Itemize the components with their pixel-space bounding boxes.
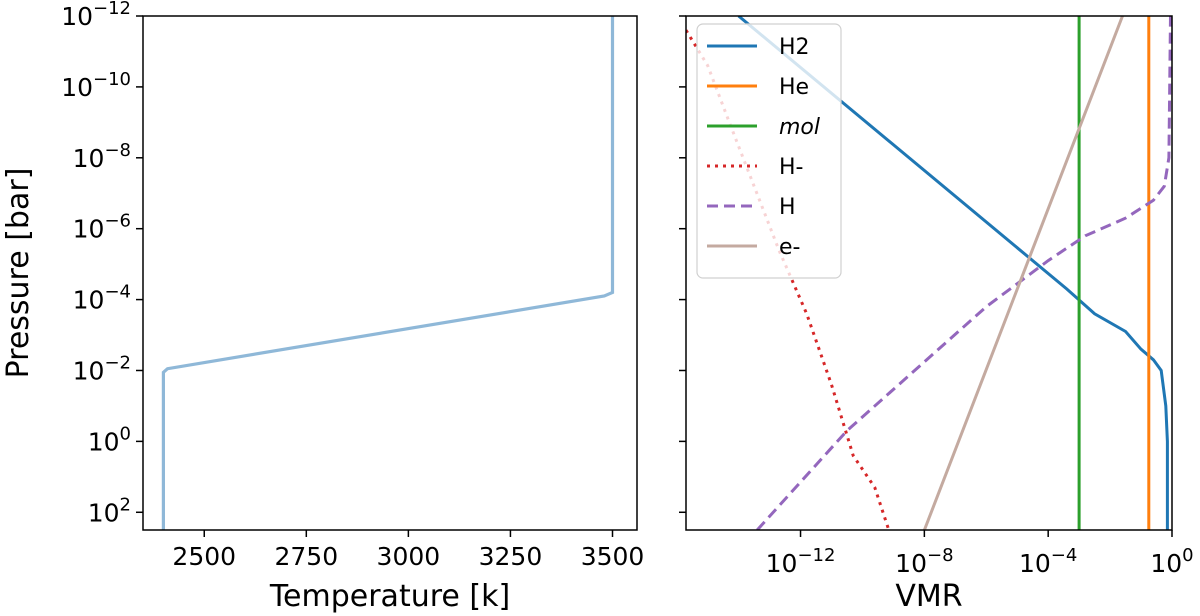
- temperature-profile-line: [161, 16, 615, 530]
- y-tick-label: 100: [88, 423, 131, 456]
- x-tick-label: 2500: [172, 542, 236, 571]
- x-tick-label: 10−4: [1019, 545, 1077, 578]
- series-line-e-: [923, 16, 1124, 530]
- series-line-h2: [737, 16, 1169, 530]
- legend-label: H2: [779, 35, 810, 60]
- x-tick-label: 100: [1150, 545, 1193, 578]
- right-axes-frame: [685, 15, 1173, 531]
- right-panel-vmr: 10−12 10−8 10−4 100 VMR H2 He mol H- He-: [679, 15, 1194, 614]
- x-tick-label: 3250: [479, 542, 543, 571]
- legend-label: e-: [779, 235, 800, 260]
- left-axes-frame: [142, 15, 638, 531]
- x-tick-label: 3000: [377, 542, 441, 571]
- legend-box: [696, 23, 842, 279]
- y-tick-label: 10−4: [73, 282, 131, 315]
- x-tick-label: 2750: [274, 542, 338, 571]
- right-x-axis-label: VMR: [895, 579, 962, 614]
- series-line-h: [756, 16, 1172, 530]
- y-tick-label: 10−6: [73, 211, 131, 244]
- y-tick-label: 10−8: [73, 140, 131, 173]
- legend-label: mol: [779, 115, 820, 140]
- legend-label: H: [779, 195, 796, 220]
- left-x-axis-label: Temperature [k]: [269, 579, 510, 614]
- x-tick-label: 3500: [581, 542, 645, 571]
- y-tick-label: 10−12: [61, 0, 131, 31]
- legend: H2 He mol H- He-: [696, 23, 842, 279]
- y-tick-label: 102: [88, 494, 131, 527]
- y-tick-label: 10−10: [61, 69, 131, 102]
- legend-label: H-: [779, 155, 803, 180]
- x-tick-label: 10−12: [766, 545, 836, 578]
- legend-label: He: [779, 75, 809, 100]
- y-axis-label: Pressure [bar]: [1, 168, 36, 379]
- x-tick-label: 10−8: [895, 545, 953, 578]
- left-panel-temperature: 2500 2750 3000 3250 3500 10−12 10−10 10−8 10−6 10…: [1, 0, 644, 614]
- y-tick-label: 10−2: [73, 352, 131, 385]
